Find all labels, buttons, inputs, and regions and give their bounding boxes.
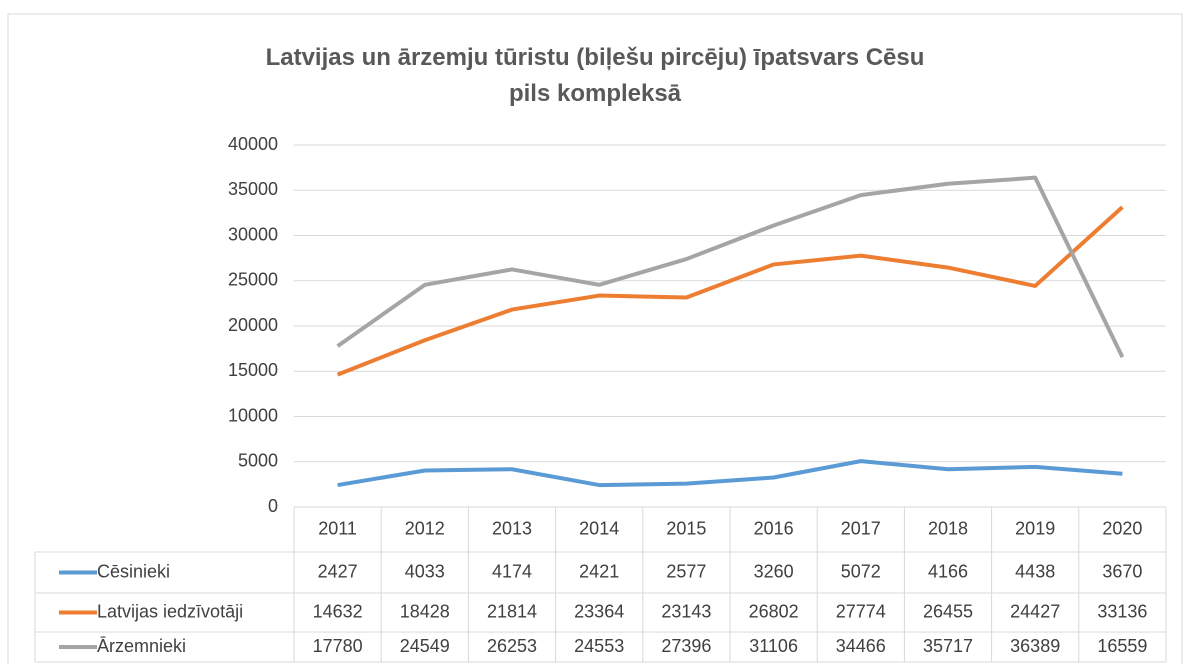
x-tick-label: 2011 [318,518,357,538]
x-tick-label: 2019 [1015,518,1055,538]
chart-title: Latvijas un ārzemju tūristu (biļešu pirc… [265,44,925,107]
table-value: 16559 [1097,636,1147,656]
table-value: 24427 [1010,601,1060,621]
y-tick-label: 35000 [228,179,278,199]
table-value: 34466 [836,636,886,656]
y-tick-label: 0 [268,496,278,516]
table-value: 36389 [1010,636,1060,656]
y-tick-label: 20000 [228,315,278,335]
table-value: 35717 [923,636,973,656]
table-value: 23143 [661,601,711,621]
table-value: 23364 [574,601,624,621]
table-value: 2577 [666,561,706,581]
y-tick-label: 25000 [228,270,278,290]
table-value: 17780 [313,636,363,656]
chart-border [7,13,1183,664]
legend-label: Ārzemnieki [97,636,186,656]
x-tick-label: 2014 [579,518,619,538]
table-value: 2427 [318,561,358,581]
table-value: 3260 [754,561,794,581]
table-value: 21814 [487,601,537,621]
table-value: 3670 [1102,561,1142,581]
x-tick-label: 2017 [841,518,881,538]
table-value: 24553 [574,636,624,656]
table-value: 14632 [313,601,363,621]
legend-label: Latvijas iedzīvotāji [97,601,243,621]
table-value: 26253 [487,636,537,656]
table-value: 4438 [1015,561,1055,581]
table-value: 27774 [836,601,886,621]
table-value: 5072 [841,561,881,581]
table-value: 31106 [749,636,798,656]
x-tick-label: 2012 [405,518,445,538]
x-tick-label: 2015 [666,518,706,538]
series-line [336,175,1125,359]
table-value: 24549 [400,636,450,656]
table-value: 26802 [749,601,799,621]
y-tick-label: 40000 [228,134,278,154]
table-value: 26455 [923,601,973,621]
y-tick-label: 5000 [238,451,278,471]
table-value: 2421 [579,561,619,581]
x-tick-label: 2016 [754,518,794,538]
y-tick-label: 10000 [228,405,278,425]
x-tick-label: 2013 [492,518,532,538]
x-tick-label: 2020 [1102,518,1142,538]
legend-label: Cēsinieki [97,561,170,581]
y-tick-label: 30000 [228,224,278,244]
table-value: 4166 [928,561,968,581]
series-line [336,205,1124,377]
table-value: 18428 [400,601,450,621]
series-line [337,459,1123,488]
table-value: 33136 [1097,601,1147,621]
table-value: 4033 [405,561,445,581]
table-value: 27396 [661,636,711,656]
table-value: 4174 [492,561,532,581]
y-tick-label: 15000 [228,360,278,380]
x-tick-label: 2018 [928,518,968,538]
